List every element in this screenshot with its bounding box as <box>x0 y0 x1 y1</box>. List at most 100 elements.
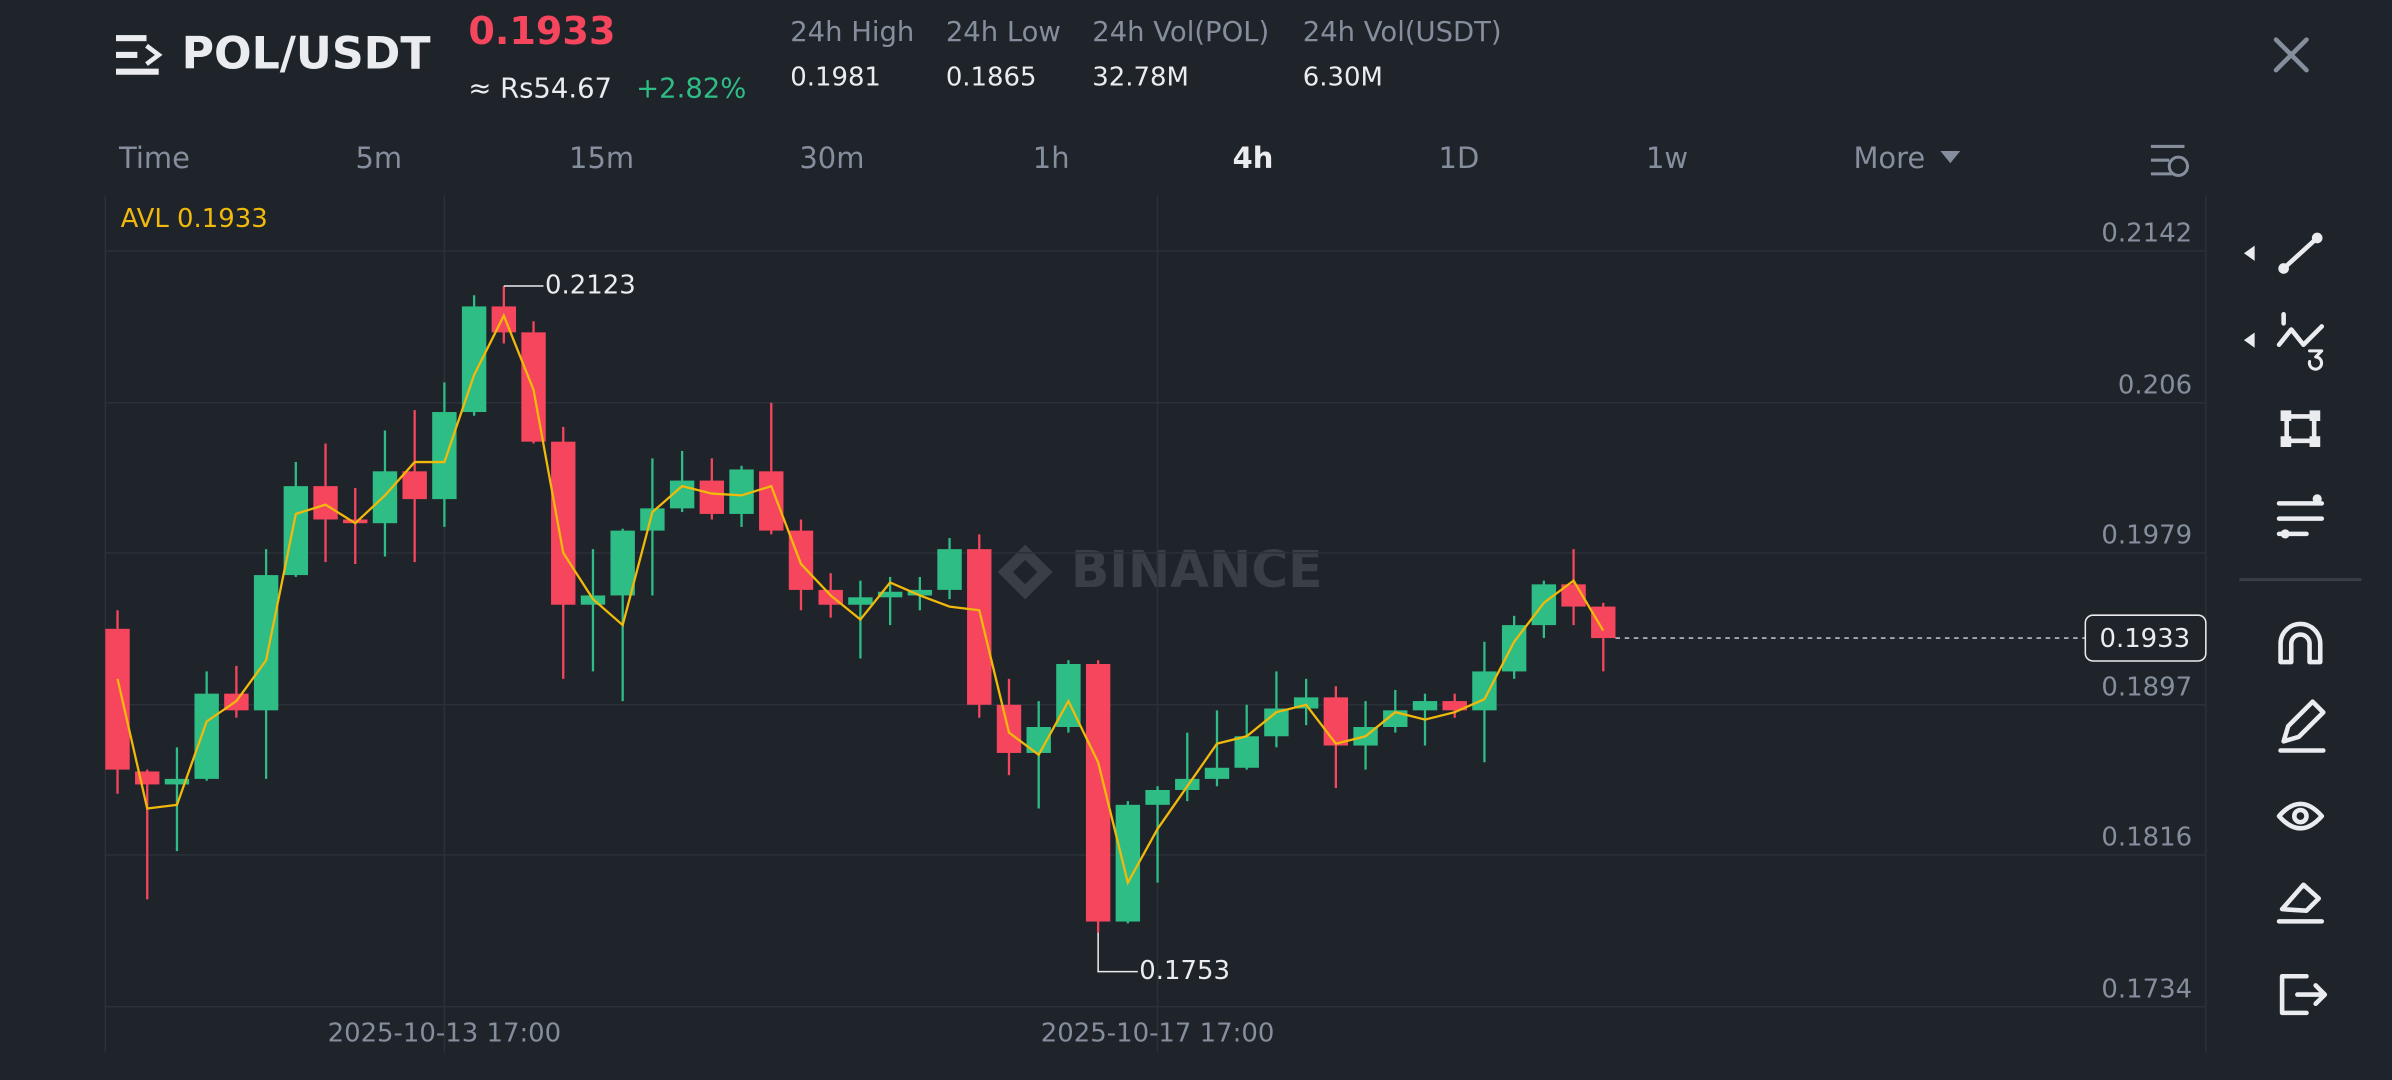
timeframe-tab[interactable]: More <box>1853 141 1925 175</box>
exit-tool[interactable] <box>2279 973 2328 1016</box>
icon <box>2278 263 2289 274</box>
drawing-toolbar <box>2239 232 2362 1016</box>
close-button[interactable] <box>2273 37 2309 73</box>
timeframe-tab[interactable]: 1w <box>1646 141 1688 175</box>
settings-gear <box>2167 155 2190 177</box>
candle-body <box>253 575 279 711</box>
candle-body <box>1412 701 1438 711</box>
icon <box>2278 621 2323 665</box>
candle-body <box>313 486 338 520</box>
eye-tool[interactable] <box>2276 801 2325 831</box>
stat-value: 0.1865 <box>946 62 1037 92</box>
candle-body <box>1145 790 1170 805</box>
candle-body <box>1204 767 1230 779</box>
watermark-logo <box>997 544 1053 600</box>
eraser-tool[interactable] <box>2276 882 2325 924</box>
candle-body <box>491 306 517 333</box>
candle-body <box>164 778 190 785</box>
last-price: 0.1933 <box>468 9 615 53</box>
candle-body <box>1293 697 1319 709</box>
watermark: BINANCE <box>1071 540 1323 599</box>
settings-lines <box>2150 144 2185 176</box>
candle-body <box>1323 697 1349 746</box>
icon <box>2311 232 2323 244</box>
y-tick-label: 0.206 <box>2118 370 2192 400</box>
stat-label: 24h High <box>790 17 914 48</box>
candle-body <box>640 508 665 531</box>
icon <box>2276 882 2325 924</box>
avl-line <box>116 312 1605 886</box>
icon <box>2284 414 2317 444</box>
stat-label: 24h Vol(POL) <box>1092 17 1269 48</box>
candle-body <box>432 412 457 500</box>
dropdown-arrow <box>1940 151 1961 164</box>
candle-body <box>699 480 725 514</box>
fib-tool[interactable] <box>2276 311 2325 371</box>
timeframe-tab[interactable]: 4h <box>1233 141 1274 175</box>
candle-body <box>759 471 784 531</box>
candle-body <box>937 549 962 590</box>
magnet-tool[interactable] <box>2278 621 2323 665</box>
menu-icon[interactable] <box>116 35 163 75</box>
candle-body <box>610 530 635 596</box>
x-tick-label: 2025-10-13 17:00 <box>328 1019 562 1049</box>
menu-arrow <box>145 43 163 66</box>
icon <box>2276 801 2325 831</box>
menu-bar <box>116 68 159 75</box>
candle-body <box>402 471 427 500</box>
y-tick-label: 0.1979 <box>2101 521 2192 551</box>
icon <box>2278 699 2326 753</box>
candle-body <box>551 441 576 605</box>
candle-body <box>1591 606 1616 639</box>
candle-body <box>194 693 219 779</box>
approx-price: ≈ Rs54.67 <box>468 74 612 105</box>
icon <box>2307 349 2324 371</box>
stats: 24h High 0.1981 24h Low 0.1865 24h Vol(POL) 3… <box>790 17 1501 92</box>
candle-body <box>877 591 903 598</box>
watermark-diamond <box>997 544 1053 600</box>
change: +2.82% <box>636 74 746 105</box>
timeframe-tab[interactable]: 1h <box>1033 141 1070 175</box>
shape-tool[interactable] <box>2280 410 2321 447</box>
icon <box>2312 494 2322 504</box>
timeframe-tab[interactable]: 15m <box>569 141 634 175</box>
icon <box>2281 235 2320 271</box>
stat-value: 0.1981 <box>790 62 881 92</box>
last-price-tag <box>2084 614 2207 662</box>
stat-label: 24h Vol(USDT) <box>1303 17 1502 48</box>
y-tick-label: 0.1816 <box>2101 823 2192 853</box>
min-connector <box>1097 932 1138 973</box>
parallel-tool[interactable] <box>2276 494 2325 539</box>
y-tick-label: 0.1897 <box>2101 672 2192 702</box>
pen-tool[interactable] <box>2278 699 2326 753</box>
line-tool[interactable] <box>2278 232 2323 274</box>
icon <box>2276 311 2325 348</box>
stat-value: 6.30M <box>1303 62 1383 92</box>
candle-body <box>848 597 873 605</box>
candle-body <box>1442 701 1467 711</box>
indicator-label: AVL 0.1933 <box>121 204 268 234</box>
candle-body <box>1234 736 1259 768</box>
candle-body <box>967 549 992 705</box>
timeframe-tab[interactable]: 1D <box>1439 141 1480 175</box>
timeframe-tab[interactable]: 30m <box>799 141 864 175</box>
pair[interactable]: POL/USDT <box>182 28 431 79</box>
icon <box>2280 529 2290 539</box>
last-price-label: 0.1933 <box>2099 624 2190 654</box>
menu-bar <box>116 51 138 58</box>
timeframe-tabs: Time 5m 15m 30m 1h 4h 1D 1w More <box>118 141 1961 175</box>
chart: BINANCE AVL 0.1933 0.1734 0.1816 0.1897 0.1… <box>104 195 2207 1053</box>
candle-body <box>1472 671 1497 711</box>
icon <box>2280 410 2321 447</box>
candle-body <box>283 486 309 576</box>
settings-icon[interactable] <box>2150 144 2190 177</box>
x-tick-label: 2025-10-17 17:00 <box>1041 1019 1275 1049</box>
candle-body <box>907 589 933 596</box>
timeframe-tab[interactable]: Time <box>118 141 190 175</box>
toolbar-expand <box>2243 245 2255 348</box>
timeframe-tab[interactable]: 5m <box>355 141 402 175</box>
candle-body <box>1115 804 1141 922</box>
y-tick-label: 0.1734 <box>2101 974 2192 1004</box>
